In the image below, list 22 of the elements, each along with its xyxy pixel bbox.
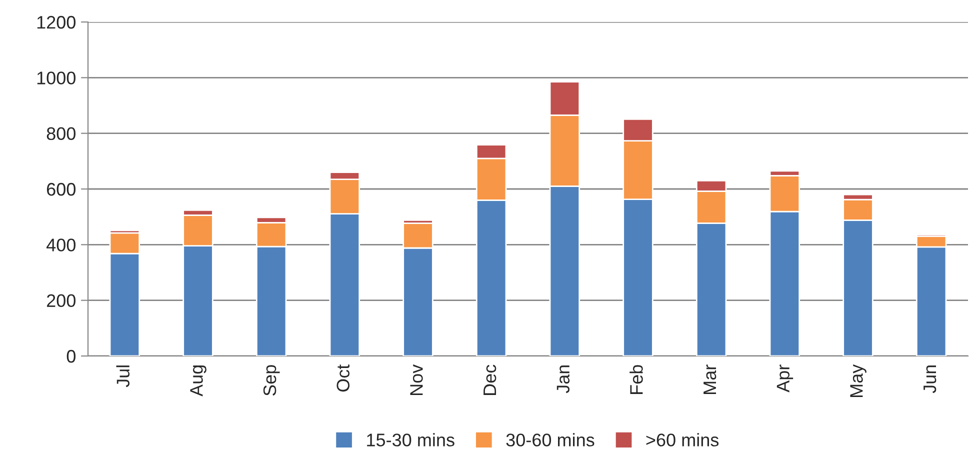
x-tick-label: Aug: [190, 365, 206, 396]
x-tick-label: Jul: [116, 366, 130, 388]
legend-label: 30-60 mins: [506, 433, 594, 446]
x-tick-label: Mar: [704, 364, 716, 394]
y-tick-label: 1000: [37, 72, 76, 84]
y-tick-label: 200: [46, 294, 76, 308]
x-tick-label: Dec: [484, 364, 496, 395]
y-tick-label: 600: [46, 182, 76, 196]
legend-label: 15-30 mins: [367, 433, 454, 446]
x-tick-label: Nov: [410, 364, 423, 395]
x-tick-label: Feb: [630, 365, 643, 394]
x-tick-label: Apr: [776, 364, 794, 392]
x-tick-label: Jan: [556, 366, 570, 394]
x-tick-label: Jun: [924, 366, 936, 394]
y-tick-label: 1200: [37, 16, 76, 29]
x-tick-label: May: [850, 364, 866, 397]
x-tick-label: Sep: [263, 365, 280, 396]
legend-label: >60 mins: [646, 433, 719, 446]
y-tick-label: 800: [46, 127, 76, 140]
y-tick-label: 400: [46, 238, 76, 252]
x-tick-label: Oct: [336, 364, 350, 392]
y-tick-label: 0: [66, 350, 76, 363]
